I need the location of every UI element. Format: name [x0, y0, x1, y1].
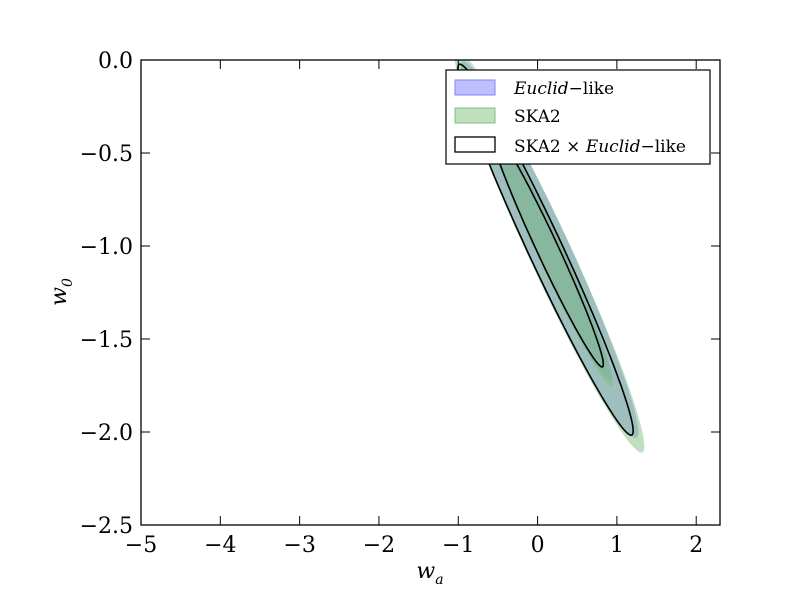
x-tick-label: 2 — [689, 533, 703, 558]
legend-entry-euclid: Euclid−like — [513, 79, 614, 99]
legend-swatch-combined — [454, 136, 496, 153]
x-tick-label: −5 — [125, 533, 157, 558]
y-tick-label: 0.0 — [98, 49, 133, 74]
x-tick-label: 0 — [531, 533, 545, 558]
y-tick-label: −0.5 — [80, 142, 133, 167]
legend-entry-combined: SKA2 × Euclid−like — [514, 137, 686, 157]
y-axis-label: w0 — [47, 278, 76, 306]
x-axis-label: wa — [416, 559, 443, 588]
x-tick-label: 1 — [610, 533, 624, 558]
x-tick-label: −4 — [204, 533, 236, 558]
y-tick-label: −1.5 — [80, 328, 133, 353]
y-tick-label: −2.5 — [80, 514, 133, 539]
x-tick-label: −3 — [283, 533, 315, 558]
y-axis: 0.0 −0.5 −1.0 −1.5 −2.0 −2.5 — [80, 49, 720, 539]
x-tick-label: −1 — [442, 533, 474, 558]
plot-frame — [140, 59, 721, 526]
legend-swatch-ska2 — [454, 107, 496, 124]
y-tick-label: −1.0 — [80, 235, 133, 260]
x-tick-label: −2 — [363, 533, 395, 558]
legend: Euclid−like SKA2 SKA2 × Euclid−like — [445, 69, 711, 165]
y-tick-label: −2.0 — [80, 421, 133, 446]
x-axis: −5 −4 −3 −2 −1 0 1 2 — [125, 60, 703, 558]
legend-swatch-euclid — [454, 79, 496, 96]
legend-entry-ska2: SKA2 — [514, 107, 561, 127]
